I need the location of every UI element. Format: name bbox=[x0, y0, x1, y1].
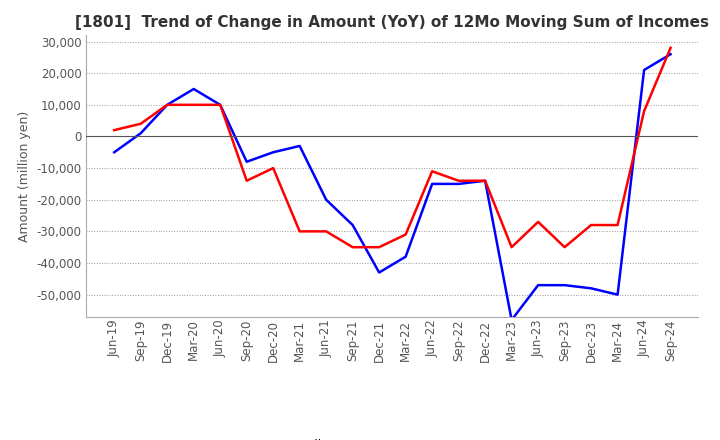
Ordinary Income bbox=[348, 222, 357, 227]
Ordinary Income bbox=[454, 181, 463, 187]
Net Income bbox=[348, 245, 357, 250]
Ordinary Income bbox=[163, 102, 171, 107]
Ordinary Income bbox=[189, 86, 198, 92]
Net Income bbox=[481, 178, 490, 183]
Ordinary Income bbox=[269, 150, 277, 155]
Ordinary Income bbox=[295, 143, 304, 149]
Net Income bbox=[428, 169, 436, 174]
Net Income bbox=[189, 102, 198, 107]
Ordinary Income bbox=[508, 317, 516, 323]
Net Income bbox=[269, 165, 277, 171]
Net Income bbox=[454, 178, 463, 183]
Net Income bbox=[640, 109, 649, 114]
Ordinary Income bbox=[136, 131, 145, 136]
Ordinary Income bbox=[375, 270, 384, 275]
Ordinary Income bbox=[110, 150, 119, 155]
Net Income bbox=[136, 121, 145, 126]
Ordinary Income bbox=[243, 159, 251, 165]
Net Income bbox=[508, 245, 516, 250]
Net Income bbox=[560, 245, 569, 250]
Net Income bbox=[243, 178, 251, 183]
Net Income bbox=[534, 219, 542, 224]
Ordinary Income bbox=[666, 51, 675, 57]
Title: [1801]  Trend of Change in Amount (YoY) of 12Mo Moving Sum of Incomes: [1801] Trend of Change in Amount (YoY) o… bbox=[76, 15, 709, 30]
Ordinary Income bbox=[560, 282, 569, 288]
Net Income bbox=[110, 128, 119, 133]
Net Income bbox=[163, 102, 171, 107]
Net Income bbox=[401, 232, 410, 237]
Net Income bbox=[375, 245, 384, 250]
Ordinary Income bbox=[587, 286, 595, 291]
Legend: Ordinary Income, Net Income: Ordinary Income, Net Income bbox=[248, 434, 536, 440]
Ordinary Income bbox=[216, 102, 225, 107]
Net Income bbox=[216, 102, 225, 107]
Ordinary Income bbox=[534, 282, 542, 288]
Net Income bbox=[322, 229, 330, 234]
Ordinary Income bbox=[428, 181, 436, 187]
Ordinary Income bbox=[481, 178, 490, 183]
Ordinary Income bbox=[322, 197, 330, 202]
Ordinary Income bbox=[640, 67, 649, 73]
Net Income bbox=[587, 222, 595, 227]
Net Income bbox=[295, 229, 304, 234]
Net Income bbox=[666, 45, 675, 51]
Ordinary Income bbox=[401, 254, 410, 259]
Net Income bbox=[613, 222, 622, 227]
Ordinary Income bbox=[613, 292, 622, 297]
Y-axis label: Amount (million yen): Amount (million yen) bbox=[18, 110, 31, 242]
Line: Ordinary Income: Ordinary Income bbox=[114, 54, 670, 320]
Line: Net Income: Net Income bbox=[114, 48, 670, 247]
